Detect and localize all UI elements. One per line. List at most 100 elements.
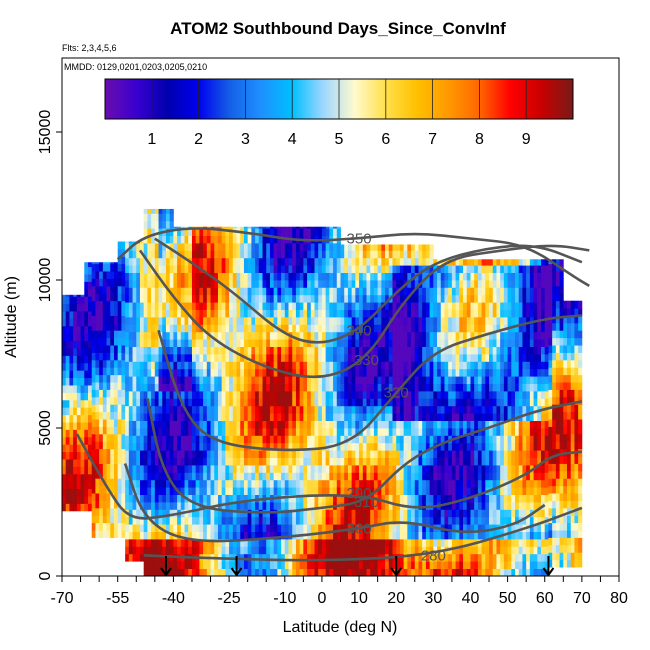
heatmap-cell [199,280,204,288]
heatmap-cell [203,287,208,296]
heatmap-cell [392,413,397,421]
heatmap-cell [362,546,367,555]
heatmap-cell [158,324,163,333]
heatmap-cell [240,413,245,421]
heatmap-cell [340,561,345,569]
heatmap-cell [102,382,107,390]
heatmap-cell [292,457,297,466]
heatmap-cell [76,348,81,356]
heatmap-cell [329,524,334,532]
heatmap-cell [199,235,204,244]
heatmap-cell [76,311,81,319]
heatmap-cell [463,405,468,414]
heatmap-cell [314,302,319,310]
heatmap-cell [429,472,434,481]
heatmap-cell [258,354,263,362]
heatmap-cell [429,346,434,355]
heatmap-cell [381,568,386,576]
heatmap-cell [414,509,419,518]
heatmap-cell [377,494,382,503]
heatmap-cell [377,361,382,370]
heatmap-cell [113,308,119,316]
heatmap-cell [80,362,85,371]
heatmap-cell [299,457,304,466]
heatmap-cell [284,398,289,407]
heatmap-cell [210,457,215,466]
heatmap-cell [232,317,237,325]
heatmap-cell [463,391,468,399]
heatmap-cell [470,280,475,288]
heatmap-cell [128,368,133,377]
heatmap-cell [388,302,393,310]
heatmap-cell [318,287,323,296]
heatmap-cell [91,293,96,302]
heatmap-cell [414,324,419,333]
heatmap-cell [177,546,182,555]
heatmap-cell [188,494,193,503]
heatmap-cell [117,389,122,398]
heatmap-cell [314,420,319,429]
heatmap-cell [355,531,360,540]
heatmap-cell [203,346,208,355]
heatmap-cell [344,420,349,429]
heatmap-cell [169,561,174,569]
heatmap-cell [403,457,408,466]
heatmap-cell [325,361,330,370]
heatmap-cell [474,531,479,540]
heatmap-cell [173,568,178,576]
heatmap-cell [318,494,323,503]
heatmap-cell [407,546,412,555]
heatmap-cell [110,389,115,398]
heatmap-cell [359,339,364,347]
heatmap-cell [236,494,241,503]
heatmap-cell [474,561,479,569]
heatmap-cell [247,450,252,458]
heatmap-cell [396,472,401,481]
heatmap-cell [180,287,185,296]
heatmap-cell [288,294,293,303]
heatmap-cell [173,228,178,236]
heatmap-cell [474,553,479,562]
heatmap-cell [392,457,397,466]
heatmap-cell [448,442,453,451]
heatmap-cell [258,450,263,458]
heatmap-cell [169,457,174,466]
heatmap-cell [340,457,345,466]
heatmap-cell [169,502,174,510]
heatmap-cell [407,405,412,414]
heatmap-cell [169,220,174,229]
heatmap-cell [169,413,174,421]
heatmap-cell [437,465,442,473]
heatmap-cell [433,516,438,525]
heatmap-cell [325,226,330,229]
heatmap-cell [314,546,319,555]
heatmap-cell [403,354,408,362]
heatmap-cell [440,472,445,481]
heatmap-cell [177,235,182,244]
heatmap-cell [243,317,249,325]
heatmap-cell [240,368,245,377]
heatmap-cell [340,405,345,414]
heatmap-cell [136,524,141,532]
heatmap-cell [344,376,349,384]
heatmap-cell [336,226,341,229]
heatmap-cell [336,524,341,532]
heatmap-cell [214,309,219,318]
heatmap-cell [299,339,304,347]
heatmap-cell [76,414,81,423]
heatmap-cell [151,546,156,555]
heatmap-cell [273,391,278,399]
heatmap-cell [199,450,204,458]
heatmap-cell [325,413,330,421]
heatmap-cell [136,302,141,310]
heatmap-cell [440,391,445,399]
heatmap-cell [292,383,297,392]
heatmap-cell [422,457,427,466]
heatmap-cell [444,368,449,377]
heatmap-cell [325,243,330,251]
heatmap-cell [132,331,137,340]
heatmap-cell [284,509,289,518]
heatmap-cell [329,368,334,377]
heatmap-cell [392,250,397,259]
heatmap-cell [370,546,375,555]
